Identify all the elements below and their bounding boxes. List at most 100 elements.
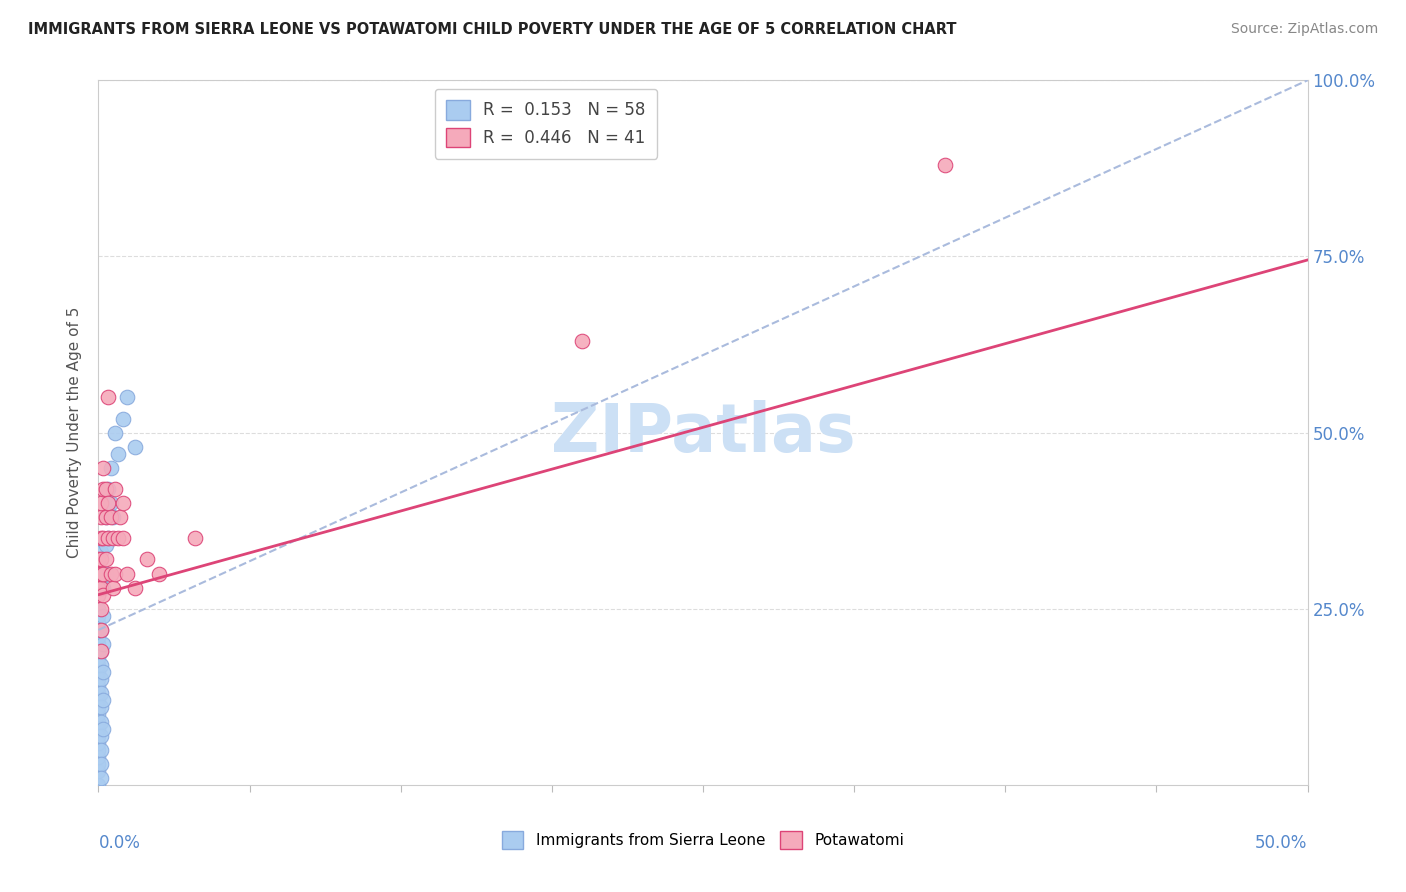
Point	[97, 482, 120, 496]
Point	[87, 615, 110, 630]
Point	[101, 510, 124, 524]
Y-axis label: Child Poverty Under the Age of 5: Child Poverty Under the Age of 5	[67, 307, 83, 558]
Point	[87, 581, 110, 595]
Point	[87, 637, 110, 651]
Point	[90, 644, 112, 658]
Point	[148, 566, 170, 581]
Point	[90, 566, 112, 581]
Point	[101, 581, 124, 595]
Point	[87, 778, 110, 792]
Point	[91, 566, 114, 581]
Point	[90, 756, 112, 771]
Point	[97, 532, 120, 546]
Point	[117, 566, 139, 581]
Point	[87, 552, 110, 566]
Point	[94, 566, 117, 581]
Point	[90, 700, 112, 714]
Point	[90, 566, 112, 581]
Point	[124, 581, 146, 595]
Point	[100, 510, 122, 524]
Point	[90, 623, 112, 637]
Point	[90, 714, 112, 729]
Point	[90, 496, 112, 510]
Point	[90, 545, 112, 559]
Point	[90, 771, 112, 785]
Point	[104, 425, 127, 440]
Point	[87, 679, 110, 693]
Point	[90, 673, 112, 687]
Text: Source: ZipAtlas.com: Source: ZipAtlas.com	[1230, 22, 1378, 37]
Point	[135, 552, 157, 566]
Point	[87, 729, 110, 743]
Point	[184, 532, 207, 546]
Point	[91, 460, 114, 475]
Point	[100, 496, 122, 510]
Point	[87, 588, 110, 602]
Point	[104, 482, 127, 496]
Point	[87, 742, 110, 756]
Point	[87, 707, 110, 722]
Point	[111, 411, 134, 425]
Point	[87, 623, 110, 637]
Point	[111, 496, 134, 510]
Point	[90, 742, 112, 756]
Point	[124, 440, 146, 454]
Point	[91, 608, 114, 623]
Point	[87, 686, 110, 700]
Point	[97, 496, 120, 510]
Point	[87, 756, 110, 771]
Point	[87, 608, 110, 623]
Point	[91, 665, 114, 680]
Point	[91, 581, 114, 595]
Point	[91, 532, 114, 546]
Point	[107, 447, 129, 461]
Point	[934, 158, 956, 172]
Point	[87, 673, 110, 687]
Point	[90, 601, 112, 615]
Point	[87, 665, 110, 680]
Point	[87, 736, 110, 750]
Point	[87, 658, 110, 673]
Point	[87, 601, 110, 615]
Point	[91, 588, 114, 602]
Point	[87, 700, 110, 714]
Point	[87, 630, 110, 644]
Point	[90, 644, 112, 658]
Point	[91, 693, 114, 707]
Point	[87, 749, 110, 764]
Point	[94, 510, 117, 524]
Point	[108, 510, 131, 524]
Point	[97, 391, 120, 405]
Point	[94, 538, 117, 552]
Point	[90, 532, 112, 546]
Point	[87, 588, 110, 602]
Point	[94, 510, 117, 524]
Point	[90, 623, 112, 637]
Point	[100, 460, 122, 475]
Point	[101, 532, 124, 546]
Point	[90, 581, 112, 595]
Point	[94, 482, 117, 496]
Text: 0.0%: 0.0%	[98, 834, 141, 852]
Point	[97, 532, 120, 546]
Point	[87, 722, 110, 736]
Point	[90, 552, 112, 566]
Point	[117, 391, 139, 405]
Text: IMMIGRANTS FROM SIERRA LEONE VS POTAWATOMI CHILD POVERTY UNDER THE AGE OF 5 CORR: IMMIGRANTS FROM SIERRA LEONE VS POTAWATO…	[28, 22, 956, 37]
Point	[90, 658, 112, 673]
Point	[87, 693, 110, 707]
Point	[100, 566, 122, 581]
Point	[90, 729, 112, 743]
Point	[94, 552, 117, 566]
Point	[111, 532, 134, 546]
Point	[90, 686, 112, 700]
Point	[87, 644, 110, 658]
Legend: Immigrants from Sierra Leone, Potawatomi: Immigrants from Sierra Leone, Potawatomi	[496, 825, 910, 855]
Point	[87, 651, 110, 665]
Point	[90, 510, 112, 524]
Point	[87, 764, 110, 778]
Point	[91, 637, 114, 651]
Text: ZIPatlas: ZIPatlas	[551, 400, 855, 466]
Point	[91, 722, 114, 736]
Point	[87, 714, 110, 729]
